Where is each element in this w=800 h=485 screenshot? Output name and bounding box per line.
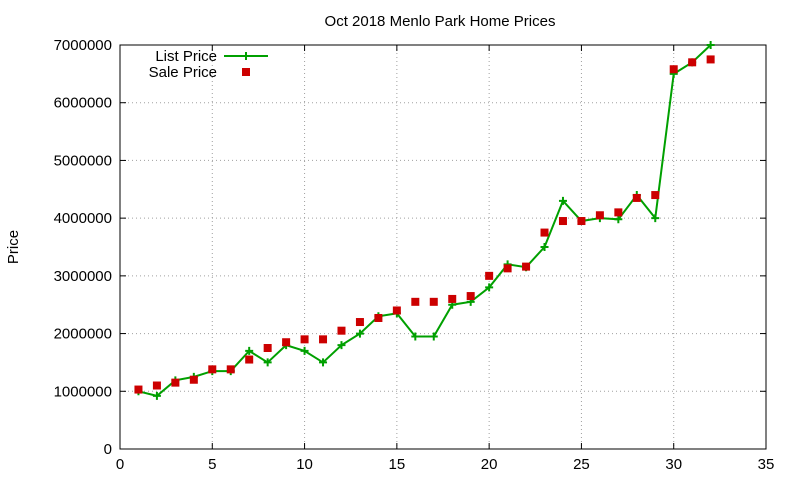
sale-price-point bbox=[171, 378, 180, 387]
list-price-point bbox=[429, 332, 438, 341]
sale-price-point bbox=[374, 313, 383, 322]
sale-price-point bbox=[355, 318, 364, 327]
sale-price-point bbox=[152, 381, 161, 390]
sale-price-point bbox=[226, 365, 235, 374]
legend-label-sale-price: Sale Price bbox=[149, 64, 217, 81]
legend-swatch-list-price-marker bbox=[242, 52, 250, 60]
list-price-point bbox=[152, 391, 161, 400]
legend-swatches bbox=[224, 52, 268, 76]
sale-price-point bbox=[282, 338, 291, 347]
list-price-line bbox=[138, 44, 712, 397]
sale-price-point bbox=[189, 375, 198, 384]
legend-swatch-sale-price bbox=[242, 68, 250, 76]
list-price-point bbox=[558, 196, 567, 205]
data-series bbox=[134, 41, 715, 400]
list-price-point bbox=[319, 358, 328, 367]
list-price-point bbox=[614, 215, 623, 224]
sale-price-point bbox=[263, 344, 272, 352]
sale-price-point bbox=[134, 385, 143, 394]
y-tick-label: 0 bbox=[104, 441, 112, 458]
sale-price-point bbox=[540, 228, 549, 237]
sale-price-point bbox=[392, 306, 401, 315]
sale-price-point bbox=[651, 191, 660, 200]
y-tick-label: 1000000 bbox=[54, 383, 112, 400]
sale-price-point bbox=[522, 262, 531, 271]
y-tick-label: 5000000 bbox=[54, 152, 112, 169]
axis-ticks: 0 5 10 15 20 25 30 35 0 1000000 2000000 3000000 4000… bbox=[54, 37, 775, 473]
sale-price-point bbox=[337, 326, 346, 335]
list-price-point bbox=[263, 358, 272, 367]
sale-price-point bbox=[245, 355, 254, 364]
y-tick-label: 2000000 bbox=[54, 326, 112, 343]
x-tick-label: 25 bbox=[573, 456, 590, 473]
y-tick-label: 4000000 bbox=[54, 210, 112, 227]
list-price-point bbox=[300, 346, 309, 355]
sale-price-point bbox=[448, 294, 457, 303]
sale-price-point bbox=[466, 292, 475, 301]
list-price-point bbox=[355, 329, 364, 338]
sale-price-point bbox=[614, 208, 623, 217]
sale-price-point bbox=[577, 217, 586, 226]
list-price-point bbox=[485, 283, 494, 292]
grid bbox=[120, 45, 766, 449]
chart-title: Oct 2018 Menlo Park Home Prices bbox=[325, 13, 556, 30]
x-tick-label: 35 bbox=[758, 456, 775, 473]
list-price-point bbox=[651, 214, 660, 223]
list-price-point bbox=[245, 346, 254, 355]
list-price-point bbox=[411, 332, 420, 341]
sale-price-point bbox=[558, 217, 567, 226]
sale-price-point bbox=[485, 271, 494, 280]
sale-price-point bbox=[300, 335, 309, 344]
sale-price-point bbox=[411, 297, 420, 306]
x-tick-label: 20 bbox=[481, 456, 498, 473]
x-tick-label: 0 bbox=[116, 456, 124, 473]
x-tick-label: 5 bbox=[208, 456, 216, 473]
sale-price-point bbox=[208, 365, 217, 374]
sale-price-point bbox=[706, 55, 715, 64]
plot-frame bbox=[119, 44, 767, 450]
list-price-point bbox=[337, 341, 346, 350]
y-axis-label: Price bbox=[5, 230, 22, 264]
sale-price-point bbox=[319, 335, 328, 344]
sale-price-point bbox=[669, 65, 678, 74]
y-tick-label: 6000000 bbox=[54, 95, 112, 112]
sale-price-point bbox=[595, 211, 604, 220]
sale-price-point bbox=[503, 264, 512, 273]
x-tick-label: 10 bbox=[296, 456, 313, 473]
x-tick-label: 15 bbox=[389, 456, 406, 473]
sale-price-point bbox=[688, 58, 697, 67]
list-price-point bbox=[540, 243, 549, 251]
legend: List Price Sale Price bbox=[149, 48, 268, 81]
y-tick-label: 7000000 bbox=[54, 37, 112, 54]
sale-price-point bbox=[429, 297, 438, 306]
list-price-point bbox=[706, 41, 715, 49]
y-tick-label: 3000000 bbox=[54, 268, 112, 285]
sale-price-point bbox=[632, 193, 641, 202]
legend-label-list-price: List Price bbox=[155, 48, 217, 65]
x-tick-label: 30 bbox=[665, 456, 682, 473]
